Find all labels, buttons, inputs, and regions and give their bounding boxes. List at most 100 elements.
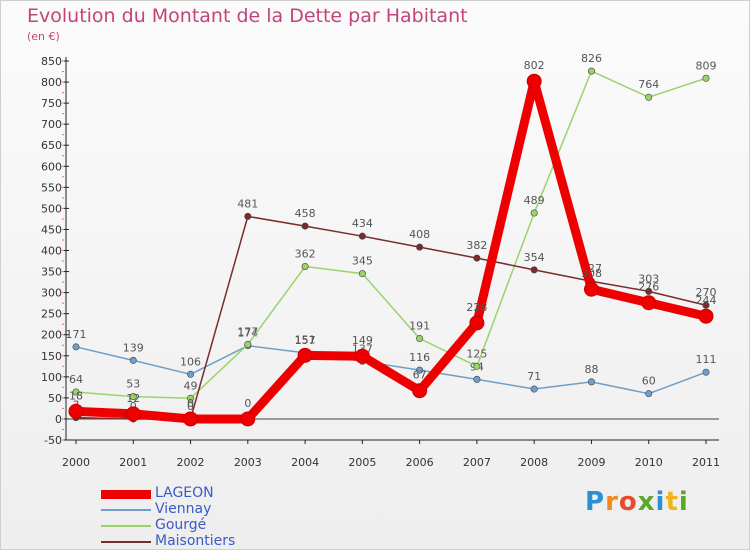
y-tick-label: 550 — [41, 181, 62, 194]
data-label: 151 — [295, 333, 316, 346]
x-tick-label: 2010 — [635, 456, 663, 469]
series-line-maisontiers — [75, 215, 707, 420]
data-point — [702, 368, 710, 376]
data-label: 18 — [69, 389, 83, 402]
data-point — [645, 93, 653, 101]
legend-label: Gourgé — [155, 517, 207, 533]
data-point — [129, 393, 137, 401]
data-label: 191 — [409, 320, 430, 333]
y-tick-label: 850 — [41, 55, 62, 68]
logo-letter: i — [678, 487, 689, 517]
x-tick-label: 2004 — [291, 456, 319, 469]
data-point — [187, 370, 195, 378]
data-point — [702, 301, 710, 309]
data-point — [301, 263, 309, 271]
data-point — [702, 74, 710, 82]
x-tick-label: 2007 — [463, 456, 491, 469]
data-point — [698, 308, 714, 324]
data-label: 67 — [413, 369, 427, 382]
series-line-viennay — [75, 344, 707, 395]
x-tick-label: 2002 — [177, 456, 205, 469]
x-tick-label: 2008 — [520, 456, 548, 469]
data-label: 157 — [295, 334, 316, 347]
data-label: 303 — [638, 272, 659, 285]
logo-letter: r — [605, 487, 619, 517]
data-label: 0 — [187, 400, 194, 413]
data-label: 71 — [527, 370, 541, 383]
data-point — [530, 266, 538, 274]
data-label: 362 — [295, 248, 316, 261]
x-tick-label: 2001 — [119, 456, 147, 469]
data-label: 458 — [295, 207, 316, 220]
data-point — [587, 67, 595, 75]
data-point — [587, 378, 595, 386]
legend-label: Maisontiers — [155, 533, 236, 549]
data-point — [583, 281, 599, 297]
data-label: 149 — [352, 334, 373, 347]
data-point — [68, 403, 84, 419]
data-label: 125 — [466, 347, 487, 360]
y-tick-label: 200 — [41, 329, 62, 342]
data-label: 139 — [123, 341, 144, 354]
logo-letter: x — [637, 487, 656, 517]
y-tick-label: 750 — [41, 97, 62, 110]
proxiti-logo: Proxiti — [585, 487, 689, 517]
data-point — [469, 315, 485, 331]
data-point — [129, 356, 137, 364]
data-label: 354 — [524, 251, 545, 264]
legend-label: LAGEON — [155, 485, 214, 501]
data-label: 111 — [696, 353, 717, 366]
data-point — [244, 212, 252, 220]
data-point — [240, 411, 256, 427]
data-point — [645, 287, 653, 295]
data-point — [645, 390, 653, 398]
legend-label: Viennay — [155, 501, 212, 517]
logo-letter: o — [618, 487, 638, 517]
legend-swatch — [101, 541, 151, 543]
data-point — [416, 335, 424, 343]
data-point — [473, 362, 481, 370]
data-point — [416, 366, 424, 374]
data-point — [641, 295, 657, 311]
y-tick-label: 50 — [48, 392, 62, 405]
data-point — [473, 254, 481, 262]
y-tick-label: 800 — [41, 76, 62, 89]
data-label: 434 — [352, 217, 373, 230]
data-label: 88 — [584, 363, 598, 376]
unit-label: (en €) — [27, 30, 60, 43]
y-tick-label: 400 — [41, 245, 62, 258]
logo-letter: i — [655, 487, 666, 517]
y-tick-label: 650 — [41, 139, 62, 152]
data-point — [416, 243, 424, 251]
data-label: 802 — [524, 59, 545, 72]
data-label: 244 — [696, 294, 717, 307]
data-point — [72, 388, 80, 396]
y-tick-label: 250 — [41, 308, 62, 321]
data-label: 64 — [69, 373, 83, 386]
data-point — [125, 406, 141, 422]
data-label: 408 — [409, 228, 430, 241]
data-point — [72, 343, 80, 351]
data-label: 116 — [409, 351, 430, 364]
data-point — [412, 383, 428, 399]
legend-swatch — [101, 509, 151, 511]
y-tick-label: 600 — [41, 160, 62, 173]
data-label: 228 — [466, 301, 487, 314]
y-tick-label: 500 — [41, 202, 62, 215]
data-label: 826 — [581, 52, 602, 65]
data-label: 53 — [126, 378, 140, 391]
data-label: 481 — [237, 197, 258, 210]
data-label: 49 — [184, 379, 198, 392]
data-point — [473, 375, 481, 383]
data-label: 489 — [524, 194, 545, 207]
y-tick-label: -50 — [44, 434, 62, 447]
data-point — [297, 347, 313, 363]
data-label: 270 — [696, 286, 717, 299]
data-label: 809 — [696, 59, 717, 72]
legend-swatch — [101, 489, 151, 499]
data-point — [530, 209, 538, 217]
data-label: 177 — [237, 325, 258, 338]
x-tick-label: 2005 — [348, 456, 376, 469]
